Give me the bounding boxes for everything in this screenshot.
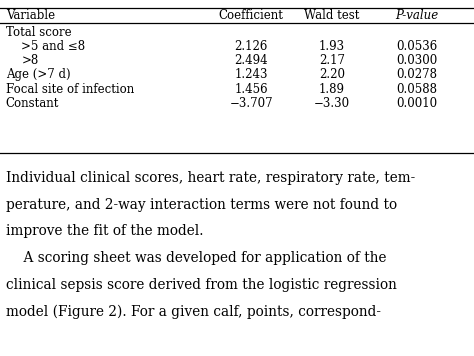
Text: >5 and ≤8: >5 and ≤8 xyxy=(21,40,85,53)
Text: 2.20: 2.20 xyxy=(319,68,345,82)
Text: >8: >8 xyxy=(21,54,38,67)
Text: −3.30: −3.30 xyxy=(314,97,350,110)
Text: perature, and 2-way interaction terms were not found to: perature, and 2-way interaction terms we… xyxy=(6,198,397,211)
Text: 0.0300: 0.0300 xyxy=(396,54,438,67)
Text: 1.89: 1.89 xyxy=(319,83,345,96)
Text: 1.93: 1.93 xyxy=(319,40,345,53)
Text: 0.0536: 0.0536 xyxy=(396,40,438,53)
Text: 0.0278: 0.0278 xyxy=(397,68,438,82)
Text: Coefficient: Coefficient xyxy=(219,9,283,22)
Text: 2.126: 2.126 xyxy=(235,40,268,53)
Text: 2.494: 2.494 xyxy=(235,54,268,67)
Text: Individual clinical scores, heart rate, respiratory rate, tem-: Individual clinical scores, heart rate, … xyxy=(6,171,415,185)
Text: 2.17: 2.17 xyxy=(319,54,345,67)
Text: model (Figure 2). For a given calf, points, correspond-: model (Figure 2). For a given calf, poin… xyxy=(6,304,381,319)
Text: 1.243: 1.243 xyxy=(235,68,268,82)
Text: clinical sepsis score derived from the logistic regression: clinical sepsis score derived from the l… xyxy=(6,278,397,292)
Text: 0.0588: 0.0588 xyxy=(397,83,438,96)
Text: Focal site of infection: Focal site of infection xyxy=(6,83,134,96)
Text: P-value: P-value xyxy=(395,9,439,22)
Text: Total score: Total score xyxy=(6,26,71,39)
Text: Constant: Constant xyxy=(6,97,59,110)
Text: Wald test: Wald test xyxy=(304,9,359,22)
Text: 1.456: 1.456 xyxy=(235,83,268,96)
Text: Age (>7 d): Age (>7 d) xyxy=(6,68,70,82)
Text: A scoring sheet was developed for application of the: A scoring sheet was developed for applic… xyxy=(6,251,386,265)
Text: 0.0010: 0.0010 xyxy=(397,97,438,110)
Text: −3.707: −3.707 xyxy=(229,97,273,110)
Text: improve the fit of the model.: improve the fit of the model. xyxy=(6,224,203,238)
Text: Variable: Variable xyxy=(6,9,55,22)
